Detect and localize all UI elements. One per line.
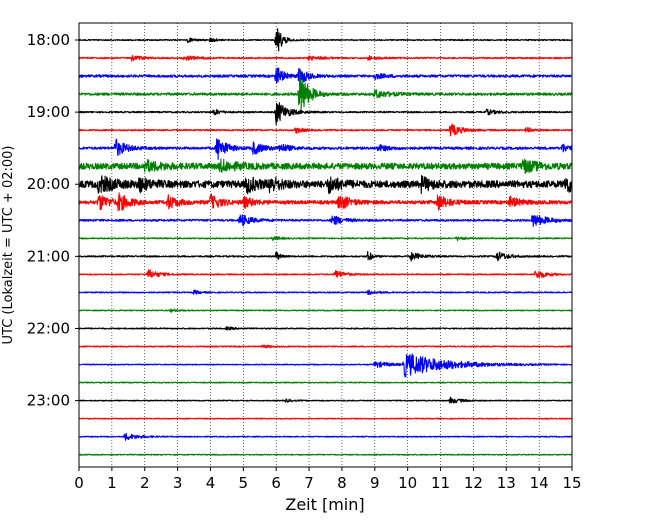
trace-row-2030 (79, 214, 572, 228)
x-tick-label: 6 (271, 474, 281, 492)
trace-row-1945 (79, 158, 572, 174)
trace-row-2215 (79, 344, 572, 349)
x-tick-label: 3 (173, 474, 183, 492)
y-tick-label: 23:00 (27, 392, 70, 410)
trace-row-2345 (79, 453, 572, 456)
trace-row-2245 (79, 381, 572, 384)
trace-row-2300 (79, 396, 572, 404)
x-tick-label: 8 (337, 474, 347, 492)
trace-row-2130 (79, 289, 572, 296)
x-tick-label: 11 (431, 474, 450, 492)
y-tick-label: 19:00 (27, 103, 70, 121)
y-tick-label: 21:00 (27, 247, 70, 265)
trace-row-1900 (79, 102, 572, 126)
y-tick-label: 18:00 (27, 31, 70, 49)
trace-row-2015 (79, 192, 572, 212)
x-tick-label: 9 (370, 474, 380, 492)
x-tick-label: 14 (530, 474, 549, 492)
x-tick-label: 12 (464, 474, 483, 492)
trace-row-1915 (79, 123, 572, 137)
x-tick-label: 4 (206, 474, 216, 492)
trace-row-1845 (79, 70, 572, 113)
y-axis-ticks: 18:00 19:00 20:00 21:00 22:00 23:00 (27, 31, 79, 410)
trace-row-1815 (79, 54, 572, 62)
x-tick-label: 10 (398, 474, 417, 492)
x-tick-label: 5 (239, 474, 249, 492)
x-tick-label: 0 (74, 474, 84, 492)
trace-row-2200 (79, 326, 572, 331)
plot-frame (78, 22, 573, 468)
trace-row-2145 (79, 308, 572, 313)
x-tick-label: 7 (304, 474, 314, 492)
trace-row-2000 (79, 174, 572, 195)
trace-row-1830 (79, 67, 572, 87)
x-axis-ticks: 0 1 2 3 4 5 6 7 8 9 10 11 12 13 14 15 (74, 467, 582, 492)
x-axis-label: Zeit [min] (285, 495, 364, 514)
y-tick-label: 22:00 (27, 319, 70, 337)
trace-row-2045 (79, 235, 572, 242)
y-tick-label: 20:00 (27, 175, 70, 193)
grid-lines (111, 23, 540, 467)
trace-row-1930 (79, 138, 572, 160)
trace-row-1800 (79, 28, 572, 52)
trace-row-2115 (79, 269, 572, 278)
y-axis-label: UTC (Lokalzeit = UTC + 02:00) (1, 146, 16, 345)
trace-row-2330 (79, 432, 572, 441)
x-tick-label: 13 (497, 474, 516, 492)
x-tick-label: 15 (562, 474, 581, 492)
trace-row-2100 (79, 250, 572, 262)
x-tick-label: 2 (140, 474, 150, 492)
trace-row-2315 (79, 417, 572, 420)
trace-row-2230 (79, 353, 572, 378)
seismic-traces (79, 28, 572, 456)
x-tick-label: 1 (107, 474, 117, 492)
